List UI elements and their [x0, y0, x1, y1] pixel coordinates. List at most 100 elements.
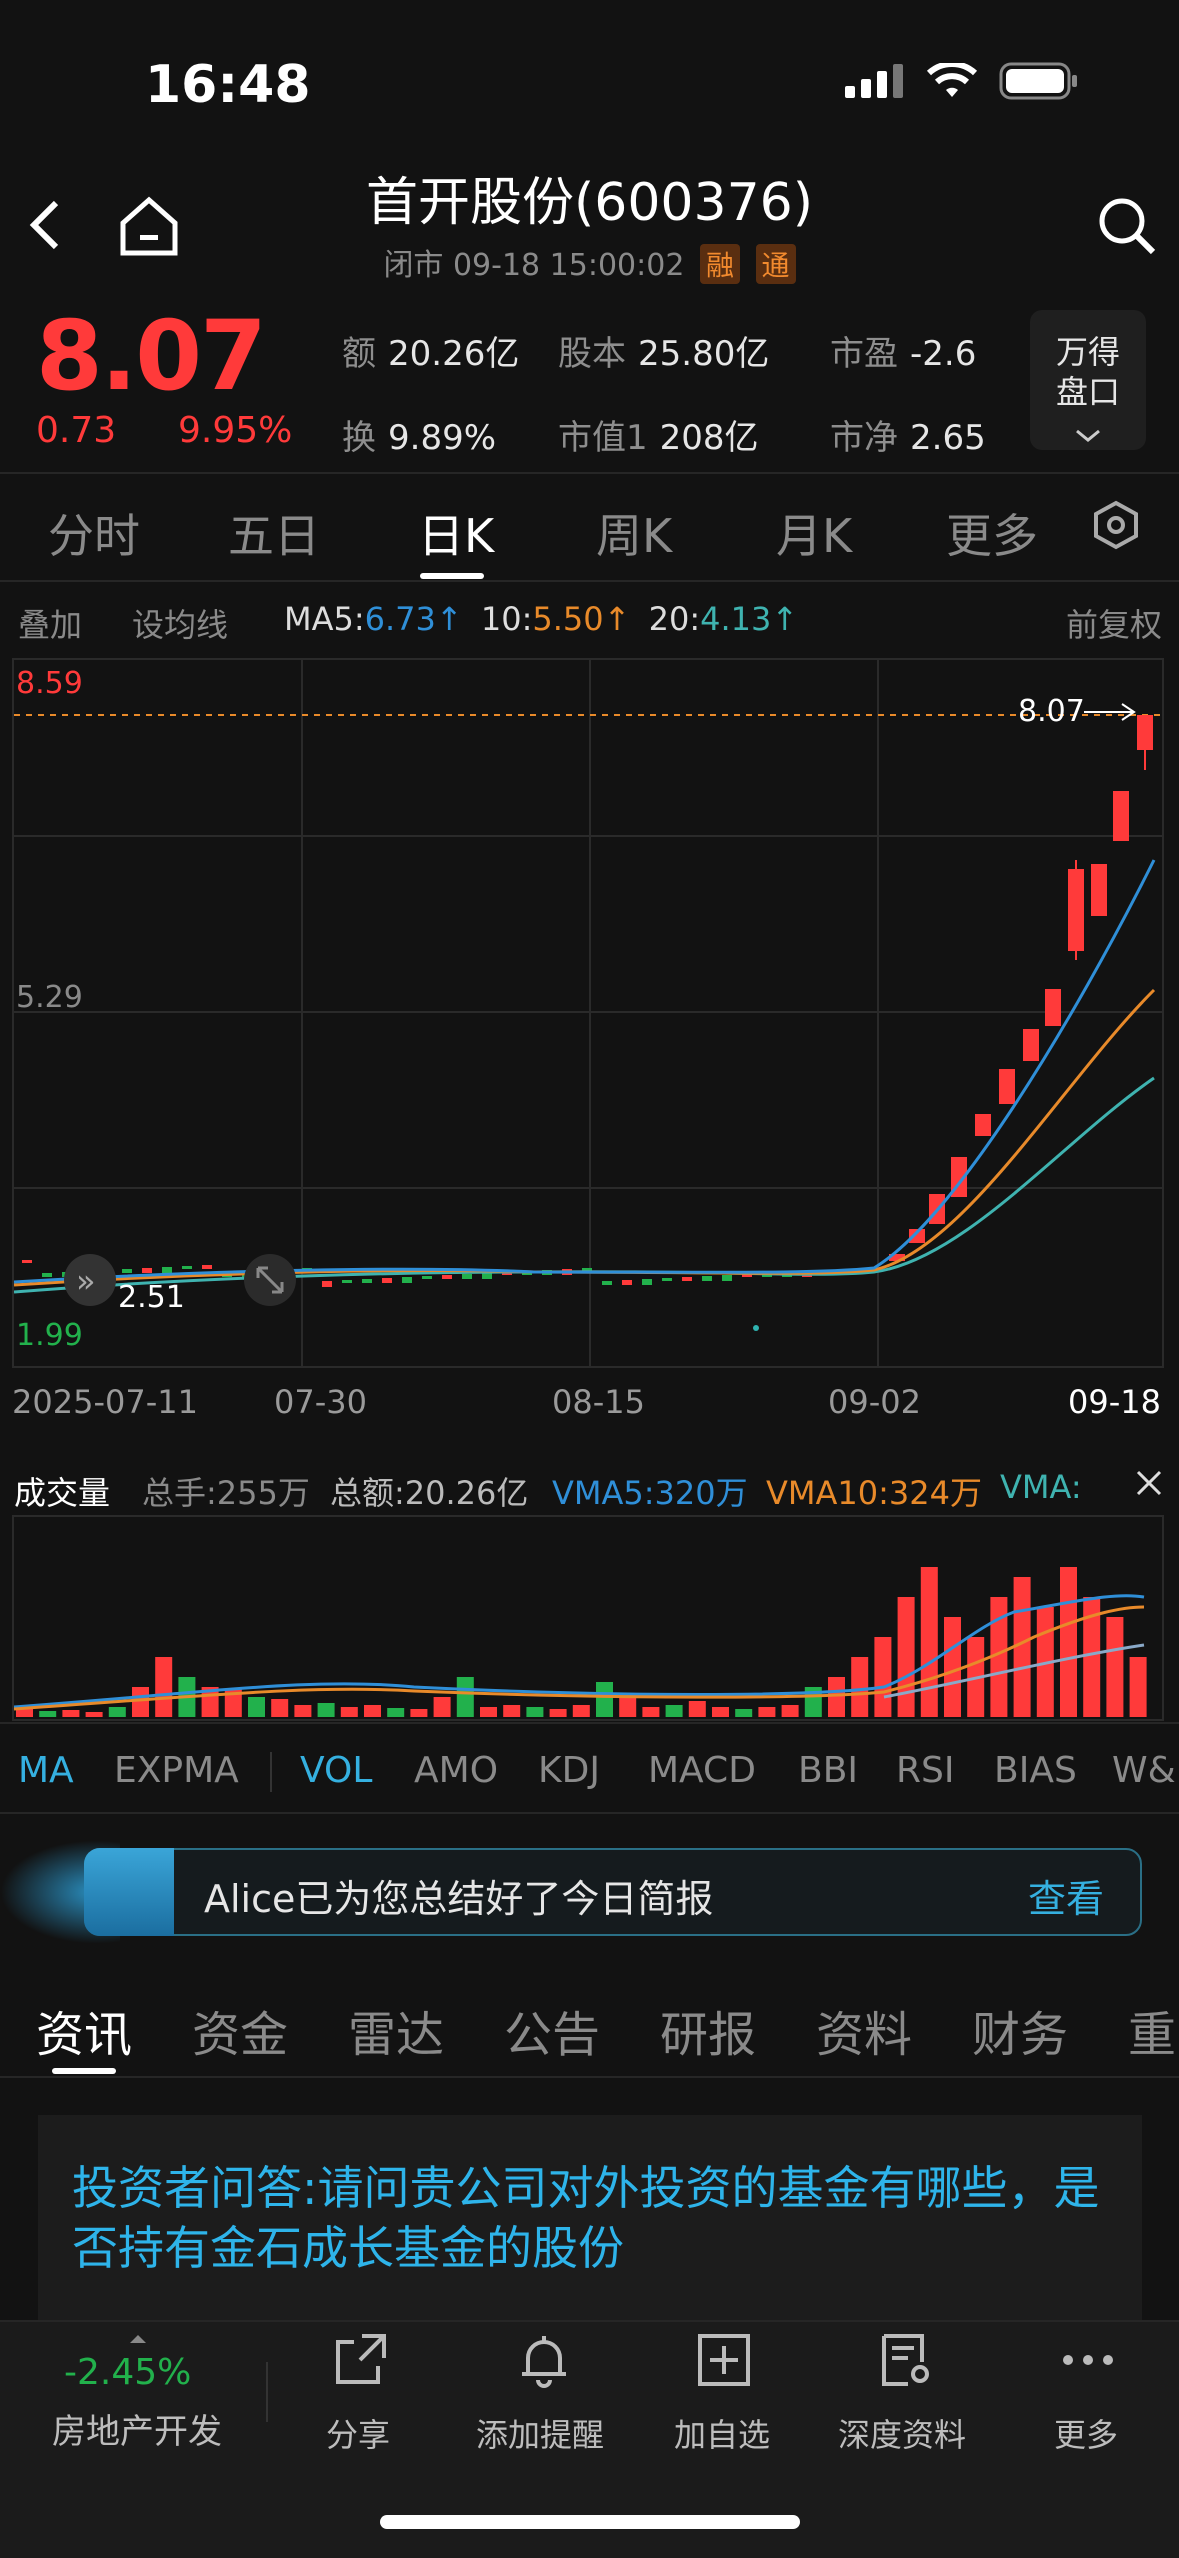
candle — [202, 1265, 212, 1269]
wande-label-1: 万得 — [1055, 333, 1120, 371]
candle — [742, 1274, 752, 1277]
add-watchlist-button[interactable]: 加自选 — [674, 2416, 771, 2454]
add-watchlist-icon[interactable] — [696, 2332, 752, 2392]
divider — [0, 1722, 1179, 1724]
stat-pb: 市净 2.65 — [830, 418, 986, 458]
indicator-wr[interactable]: W& — [1112, 1750, 1176, 1791]
volume-bar — [688, 1701, 706, 1717]
news-title[interactable]: 投资者问答:请问贵公司对外投资的基金有哪些，是否持有金石成长基金的股份 — [72, 2161, 1100, 2275]
wande-label-2: 盘口 — [1055, 373, 1120, 411]
volume-bar — [480, 1707, 497, 1717]
wande-panel-button[interactable]: 万得 盘口 — [1030, 310, 1146, 450]
tab-weekly-k[interactable]: 周K — [596, 509, 673, 563]
alice-text: Alice已为您总结好了今日简报 — [204, 1877, 714, 1921]
candle — [582, 1268, 592, 1271]
home-indicator — [380, 2515, 800, 2529]
candle — [1137, 715, 1153, 750]
last-price: 8.07 — [36, 300, 267, 412]
indicator-expma[interactable]: EXPMA — [114, 1750, 239, 1791]
candle — [622, 1280, 632, 1285]
deep-data-button[interactable]: 深度资料 — [838, 2416, 967, 2454]
tab-intraday[interactable]: 分时 — [48, 509, 140, 563]
volume-bar — [1106, 1617, 1124, 1717]
market-time: 闭市 09-18 15:00:02 — [383, 248, 685, 283]
volume-bar — [549, 1709, 567, 1717]
volume-title: 成交量 — [14, 1474, 111, 1512]
volume-bar — [108, 1707, 126, 1717]
kline-chart[interactable]: » — [12, 658, 1164, 1368]
document-icon[interactable] — [878, 2332, 934, 2392]
candle — [462, 1274, 472, 1279]
y-mid-label: 5.29 — [16, 980, 83, 1015]
ma10-line — [14, 988, 1156, 1287]
indicator-bbi[interactable]: BBI — [798, 1750, 859, 1791]
divider — [0, 1812, 1179, 1814]
more-dots-icon[interactable] — [1060, 2332, 1116, 2392]
share-icon[interactable] — [332, 2332, 388, 2392]
sector-name[interactable]: 房地产开发 — [52, 2412, 222, 2452]
bell-icon[interactable] — [516, 2332, 572, 2392]
y-low-label: 1.99 — [16, 1318, 83, 1353]
candle — [702, 1276, 712, 1281]
stat-turnover: 换 9.89% — [342, 418, 497, 458]
indicator-macd[interactable]: MACD — [648, 1750, 756, 1791]
more-button[interactable]: 更多 — [1054, 2416, 1119, 2454]
divider — [0, 2076, 1179, 2078]
alice-banner[interactable] — [84, 1848, 1142, 1936]
add-alert-button[interactable]: 添加提醒 — [476, 2416, 605, 2454]
alice-view-button[interactable]: 查看 — [1028, 1877, 1105, 1921]
close-volume-button[interactable] — [1134, 1468, 1164, 1502]
tab-radar[interactable]: 雷达 — [348, 2007, 445, 2063]
volume-bar — [990, 1597, 1008, 1717]
candle — [422, 1276, 432, 1279]
stat-pe: 市盈 -2.6 — [830, 334, 977, 374]
stat-amount: 额 20.26亿 — [342, 334, 520, 374]
svg-text:»: » — [76, 1262, 96, 1300]
tab-funds[interactable]: 资金 — [192, 2007, 289, 2063]
sector-change[interactable]: -2.45% — [64, 2352, 192, 2393]
volume-bar — [1060, 1567, 1077, 1717]
set-ma-button[interactable]: 设均线 — [132, 606, 229, 644]
indicator-vol[interactable]: VOL — [300, 1750, 373, 1791]
volume-bar — [62, 1710, 80, 1717]
candle — [999, 1069, 1015, 1104]
indicator-kdj[interactable]: KDJ — [538, 1750, 600, 1791]
volume-bar — [642, 1707, 660, 1717]
tab-more[interactable]: 更多 — [946, 509, 1038, 563]
search-button[interactable] — [1096, 195, 1158, 261]
home-button[interactable] — [118, 195, 180, 261]
caret-up-icon — [128, 2330, 148, 2349]
total-hands: 总手:255万 — [142, 1474, 310, 1512]
volume-bar — [619, 1697, 637, 1717]
price-change-pct: 9.95% — [178, 410, 293, 451]
candle — [22, 1260, 32, 1263]
tab-research[interactable]: 研报 — [660, 2007, 757, 2063]
volume-chart[interactable] — [12, 1515, 1164, 1721]
chart-settings-button[interactable] — [1092, 500, 1140, 554]
close-icon — [1136, 1470, 1162, 1496]
overlay-button[interactable]: 叠加 — [18, 606, 83, 644]
wifi-icon — [927, 63, 977, 97]
indicator-amo[interactable]: AMO — [414, 1750, 499, 1791]
candle — [662, 1278, 672, 1281]
candle — [402, 1277, 412, 1283]
indicator-ma[interactable]: MA — [18, 1750, 74, 1791]
tab-news[interactable]: 资讯 — [36, 2007, 133, 2063]
tab-monthly-k[interactable]: 月K — [776, 509, 853, 563]
tab-announcements[interactable]: 公告 — [504, 2007, 601, 2063]
tab-profile[interactable]: 资料 — [816, 2007, 913, 2063]
volume-bar — [433, 1697, 451, 1717]
volume-bar — [897, 1597, 915, 1717]
tab-more-news[interactable]: 重 — [1128, 2007, 1177, 2063]
tab-five-day[interactable]: 五日 — [228, 509, 320, 563]
tab-financials[interactable]: 财务 — [972, 2007, 1069, 2063]
candle — [682, 1277, 692, 1281]
candle — [1023, 1029, 1039, 1061]
indicator-rsi[interactable]: RSI — [896, 1750, 955, 1791]
back-button[interactable] — [22, 195, 66, 259]
tab-daily-k[interactable]: 日K — [418, 509, 495, 563]
candle — [975, 1114, 991, 1136]
adjust-button[interactable]: 前复权 — [1066, 606, 1163, 644]
indicator-bias[interactable]: BIAS — [994, 1750, 1077, 1791]
share-button[interactable]: 分享 — [326, 2416, 391, 2454]
